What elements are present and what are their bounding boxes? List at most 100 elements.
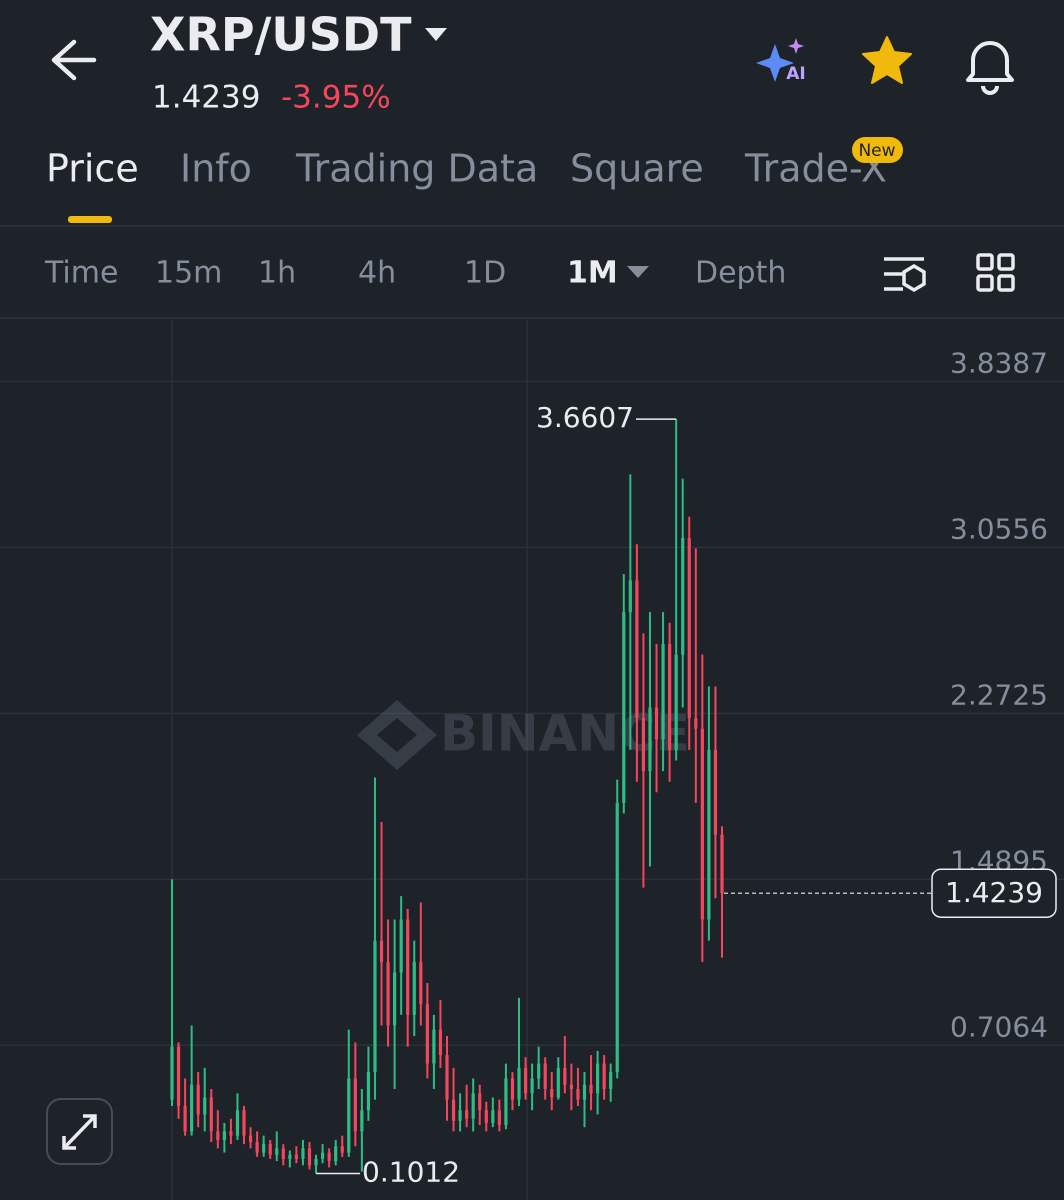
ai-button[interactable]: AI xyxy=(756,38,806,84)
candle-body xyxy=(622,612,626,803)
candle-body xyxy=(242,1110,246,1136)
price: 1.4239 xyxy=(152,80,260,116)
alert-button[interactable] xyxy=(966,41,1014,95)
layout-cell xyxy=(976,274,994,292)
candle-body xyxy=(229,1131,233,1136)
watermark: BINANCE xyxy=(357,700,690,770)
candle-body xyxy=(471,1093,475,1119)
candle-body xyxy=(360,1110,364,1132)
tab[interactable]: Price xyxy=(46,147,139,191)
candle-body xyxy=(595,1063,600,1094)
favorite-button[interactable] xyxy=(862,36,912,84)
candle-body xyxy=(386,961,390,1026)
candle-body xyxy=(373,940,377,1073)
indicator-settings[interactable] xyxy=(884,257,926,293)
candle-body xyxy=(412,961,416,1015)
tab[interactable]: Square xyxy=(570,147,704,191)
candle-body xyxy=(268,1144,272,1155)
candle-body xyxy=(556,1067,560,1098)
candle-body xyxy=(628,580,632,613)
change: -3.95% xyxy=(281,80,391,116)
interval[interactable]: 1h xyxy=(258,256,296,291)
candle-body xyxy=(334,1146,338,1162)
layout-button[interactable] xyxy=(976,253,1015,292)
candle-body xyxy=(458,1110,462,1121)
candle-body xyxy=(301,1148,305,1159)
candle-body xyxy=(602,1063,606,1090)
expand-button[interactable] xyxy=(46,1098,113,1165)
interval[interactable]: 1M xyxy=(567,256,618,291)
candle-body xyxy=(543,1063,547,1090)
candle-body xyxy=(661,643,665,740)
plot: 3.6607 0.1012 1.4239 xyxy=(170,401,1057,1189)
candle-body xyxy=(517,1067,521,1100)
candle-body xyxy=(406,919,410,1015)
new-badge-text: New xyxy=(858,141,895,161)
candle-body xyxy=(615,802,619,1073)
candle-body xyxy=(425,1004,429,1064)
candle-body xyxy=(451,1099,456,1121)
interval[interactable]: 15m xyxy=(155,256,222,291)
candle-body xyxy=(393,972,397,1026)
back-button[interactable] xyxy=(51,39,97,81)
interval[interactable]: Time xyxy=(44,256,118,291)
bell-clapper xyxy=(981,85,999,95)
candle-body xyxy=(203,1097,207,1115)
candle-body xyxy=(176,1046,181,1106)
candle-body xyxy=(609,1072,613,1090)
candle-body xyxy=(170,1046,174,1100)
candle-body xyxy=(275,1148,279,1155)
watermark-text: BINANCE xyxy=(440,705,690,763)
candle-body xyxy=(497,1110,501,1126)
candle-body xyxy=(537,1063,541,1079)
settings-hex xyxy=(902,263,926,293)
interval[interactable]: Depth xyxy=(695,256,786,291)
interval-dropdown[interactable] xyxy=(627,266,649,278)
watermark-logo xyxy=(357,700,437,770)
candle-body xyxy=(353,1078,357,1132)
candle-body xyxy=(707,749,711,920)
candle-body xyxy=(399,919,403,973)
y-tick-label: 3.0556 xyxy=(950,512,1048,545)
candle-body xyxy=(288,1154,292,1159)
candle-body xyxy=(281,1148,285,1159)
candle-body xyxy=(687,537,691,719)
candle-body xyxy=(445,1055,449,1100)
interval[interactable]: 4h xyxy=(358,256,396,291)
candle-body xyxy=(432,1029,436,1064)
ai-sparkle xyxy=(756,44,794,82)
pair-dropdown[interactable] xyxy=(425,28,447,41)
y-tick-label: 0.7064 xyxy=(950,1010,1048,1043)
tab[interactable]: Info xyxy=(180,147,252,191)
low-marker-label: 0.1012 xyxy=(362,1156,460,1189)
candle-body xyxy=(510,1078,515,1100)
candle-body xyxy=(340,1146,344,1153)
y-tick-label: 2.2725 xyxy=(950,678,1048,711)
candle-body xyxy=(550,1089,554,1098)
ai-sparkle-small xyxy=(788,38,804,54)
candle-body xyxy=(491,1110,495,1123)
candle-body xyxy=(235,1110,240,1136)
candle-body xyxy=(668,643,672,750)
bell xyxy=(966,41,1014,82)
tab-indicator xyxy=(68,216,112,223)
layout-cell xyxy=(997,253,1015,271)
candle-body xyxy=(530,1078,534,1094)
candle-body xyxy=(465,1110,469,1119)
candle-body xyxy=(320,1152,325,1159)
candle-body xyxy=(681,537,685,655)
pair-title[interactable]: XRP/USDT xyxy=(150,8,412,62)
new-badge xyxy=(852,137,903,163)
candle-body xyxy=(216,1131,220,1140)
candle-body xyxy=(196,1084,200,1115)
candle-body xyxy=(720,834,724,894)
candle-body xyxy=(209,1097,213,1132)
candle-body xyxy=(183,1105,187,1132)
tab[interactable]: Trading Data xyxy=(295,147,538,191)
interval[interactable]: 1D xyxy=(464,256,506,291)
ai-badge: AI xyxy=(786,64,805,84)
candle-body xyxy=(190,1084,194,1132)
candle-body xyxy=(438,1029,443,1056)
